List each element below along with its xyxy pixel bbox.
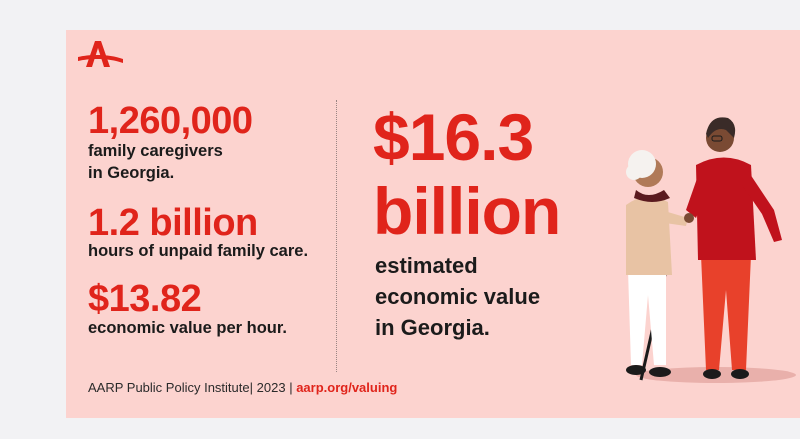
economic-value-unit: billion	[373, 174, 561, 248]
caregivers-count: 1,260,000	[88, 100, 253, 142]
footer-separator: |	[289, 380, 293, 395]
aarp-logo-icon	[78, 41, 123, 67]
economic-value-desc-line: estimated	[375, 253, 478, 278]
caregivers-desc-line: family caregivers	[88, 142, 223, 160]
dotted-divider	[336, 100, 337, 372]
economic-value-amount: $16.3	[373, 100, 534, 174]
care-hours: 1.2 billion	[88, 202, 258, 244]
infographic-card: 1,260,000 family caregivers in Georgia. …	[66, 30, 800, 418]
value-per-hour-desc-line: economic value per hour.	[88, 319, 287, 337]
caregivers-desc-line: in Georgia.	[88, 164, 175, 182]
value-per-hour: $13.82	[88, 278, 202, 320]
source-year: 2023	[256, 380, 286, 395]
source-name: AARP Public Policy Institute	[88, 380, 250, 395]
care-hours-desc-line: hours of unpaid family care.	[88, 242, 309, 260]
economic-value-desc-line: economic value	[375, 284, 541, 309]
economic-value-desc: estimated economic value in Georgia.	[375, 250, 540, 343]
value-per-hour-desc: economic value per hour.	[88, 317, 287, 339]
economic-value-desc-line: in Georgia.	[375, 315, 490, 340]
caregivers-illustration	[626, 117, 796, 383]
source-footer: AARP Public Policy Institute| 2023 | aar…	[88, 380, 397, 395]
caregivers-desc: family caregivers in Georgia.	[88, 140, 223, 184]
care-hours-desc: hours of unpaid family care.	[88, 240, 308, 262]
source-link[interactable]: aarp.org/valuing	[296, 380, 398, 395]
footer-separator: |	[249, 380, 254, 395]
